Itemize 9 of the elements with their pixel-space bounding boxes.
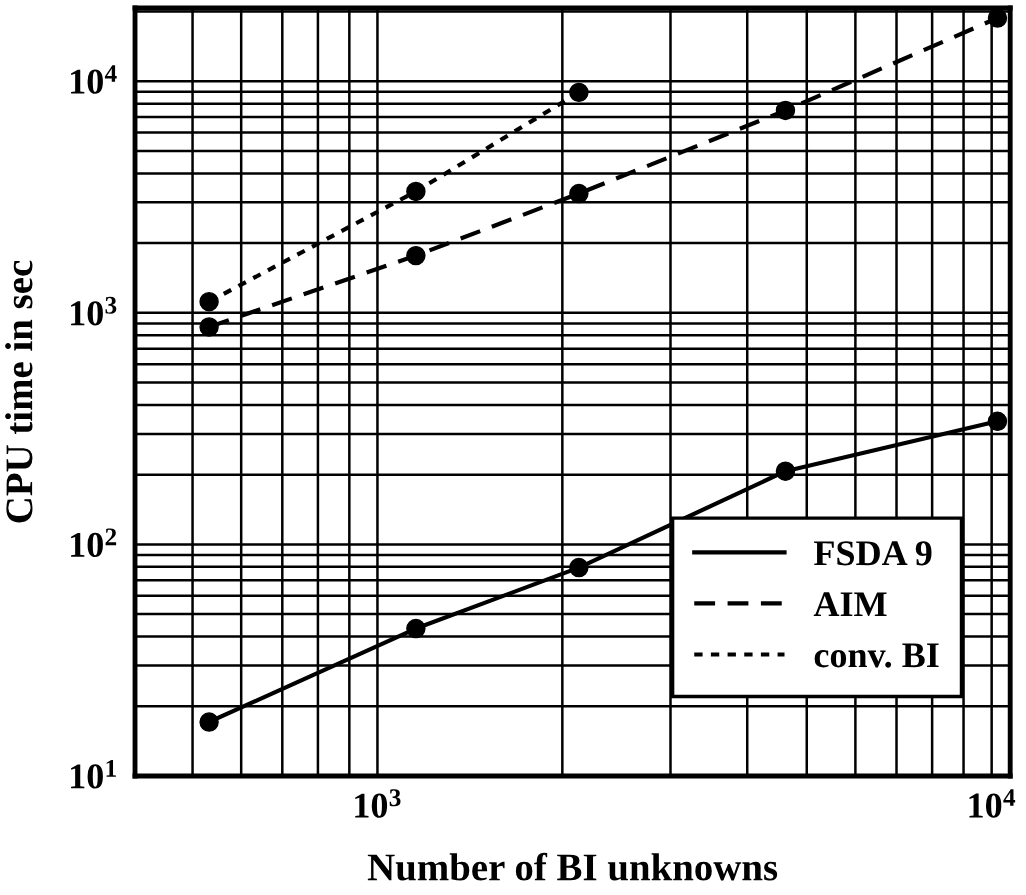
legend-label: FSDA 9 — [814, 541, 932, 566]
y-tick-label: 10$^{4}$ — [71, 65, 117, 94]
y-axis-title: CPU time in sec — [5, 260, 33, 523]
y-tick-label: 10$^{2}$ — [71, 528, 117, 558]
y-tick-label: 10$^{3}$ — [71, 296, 117, 326]
x-axis-title: Number of BI unknowns — [367, 852, 778, 881]
y-tick-label: 10$^{1}$ — [71, 759, 116, 789]
legend-label: conv. BI — [814, 643, 939, 668]
legend-label: AIM — [813, 592, 887, 617]
